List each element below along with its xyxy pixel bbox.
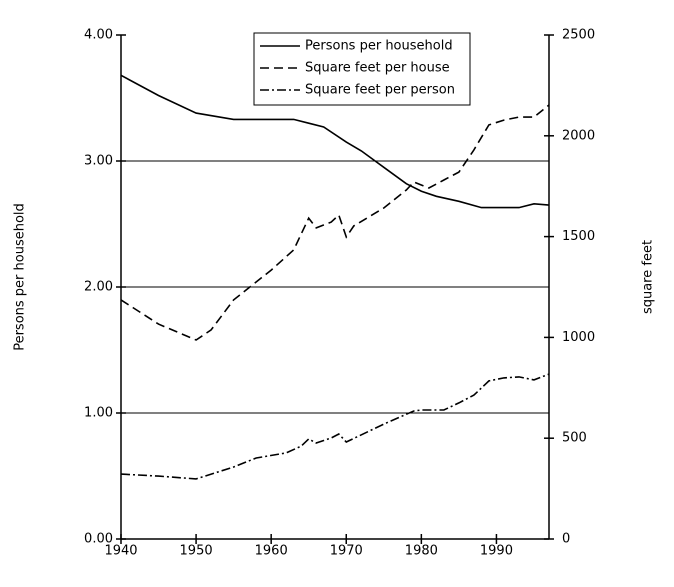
y2-tick-label: 1000	[562, 330, 595, 345]
y2-tick-label: 0	[562, 532, 570, 547]
x-tick-label: 1990	[480, 544, 513, 559]
legend-label: Square feet per house	[305, 61, 450, 76]
legend-label: Persons per household	[305, 39, 453, 54]
x-tick-label: 1980	[405, 544, 438, 559]
legend-label: Square feet per person	[305, 83, 455, 98]
x-tick-label: 1950	[180, 544, 213, 559]
y-tick-label: 2.00	[84, 280, 113, 295]
y-tick-label: 4.00	[84, 28, 113, 43]
y2-tick-label: 2500	[562, 28, 595, 43]
y2-tick-label: 1500	[562, 229, 595, 244]
x-tick-label: 1970	[330, 544, 363, 559]
y2-axis-label: square feet	[641, 240, 656, 314]
legend-box	[253, 32, 471, 106]
y-tick-label: 3.00	[84, 154, 113, 169]
x-tick-label: 1960	[255, 544, 288, 559]
y-tick-label: 1.00	[84, 406, 113, 421]
y-axis-label: Persons per household	[13, 203, 28, 351]
x-tick-label: 1940	[104, 544, 137, 559]
y2-tick-label: 2000	[562, 128, 595, 143]
series-line	[120, 74, 550, 209]
series-line	[120, 373, 550, 480]
y-tick-label: 0.00	[84, 532, 113, 547]
y2-tick-label: 500	[562, 431, 587, 446]
series-line	[120, 104, 550, 341]
